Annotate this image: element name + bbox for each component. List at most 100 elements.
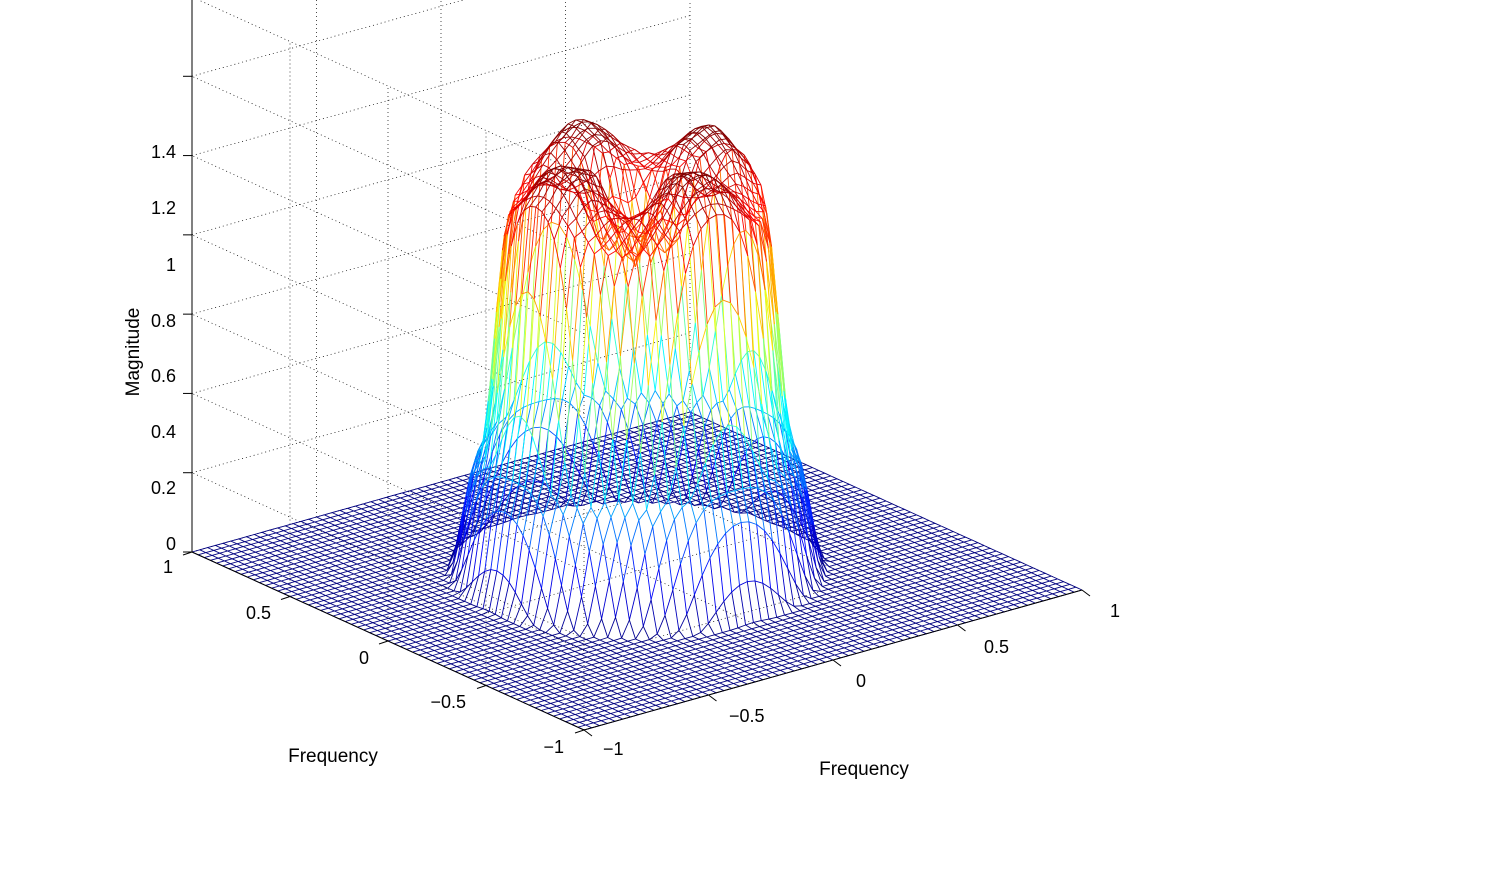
mesh-segment — [865, 560, 873, 564]
mesh-segment — [1037, 572, 1046, 576]
mesh-segment — [932, 570, 941, 574]
mesh-segment — [921, 585, 928, 589]
mesh-segment — [343, 538, 352, 542]
mesh-segment — [593, 217, 601, 222]
mesh-segment — [523, 465, 532, 469]
mesh-segment — [578, 492, 585, 497]
mesh-segment — [922, 517, 930, 521]
mesh-segment — [425, 526, 433, 530]
mesh-segment — [484, 379, 494, 457]
mesh-segment — [703, 495, 712, 499]
mesh-segment — [362, 546, 371, 550]
mesh-segment — [601, 232, 608, 245]
mesh-segment — [680, 481, 687, 486]
mesh-segment — [653, 256, 662, 336]
mesh-segment — [618, 434, 627, 438]
mesh-segment — [646, 500, 653, 504]
mesh-segment — [632, 436, 639, 441]
mesh-segment — [839, 511, 848, 515]
mesh-segment — [543, 182, 553, 187]
mesh-segment — [697, 137, 706, 145]
mesh-segment — [576, 495, 585, 499]
mesh-segment — [643, 165, 653, 169]
mesh-segment — [559, 501, 567, 508]
mesh-segment — [834, 568, 842, 573]
mesh-segment — [561, 479, 568, 483]
mesh-segment — [995, 571, 1004, 575]
mesh-segment — [438, 569, 447, 574]
grid-line — [191, 0, 465, 77]
mesh-segment — [834, 528, 841, 533]
mesh-segment — [440, 502, 449, 506]
mesh-segment — [902, 511, 911, 515]
mesh-segment — [1004, 588, 1011, 593]
mesh-segment — [664, 445, 671, 450]
mesh-segment — [851, 519, 858, 523]
mesh-segment — [564, 491, 571, 496]
mesh-segment — [664, 457, 673, 491]
mesh-segment — [288, 538, 295, 542]
mesh-segment — [213, 549, 220, 554]
mesh-segment — [850, 562, 859, 566]
mesh-segment — [344, 515, 353, 519]
mesh-segment — [931, 532, 938, 537]
mesh-segment — [374, 529, 383, 533]
mesh-segment — [391, 544, 398, 549]
mesh-segment — [643, 182, 651, 198]
mesh-segment — [512, 485, 520, 520]
mesh-segment — [392, 562, 400, 567]
mesh-segment — [533, 498, 542, 502]
mesh-segment — [604, 473, 613, 477]
mesh-segment — [256, 567, 265, 571]
mesh-segment — [699, 490, 707, 505]
mesh-segment — [877, 525, 884, 530]
mesh-segment — [878, 563, 887, 567]
mesh-segment — [792, 487, 800, 530]
mesh-segment — [326, 547, 335, 551]
mesh-segment — [571, 458, 580, 475]
mesh-segment — [350, 518, 359, 522]
mesh-segment — [692, 444, 701, 448]
mesh-segment — [258, 564, 265, 569]
mesh-segment — [285, 525, 292, 529]
mesh-segment — [644, 440, 653, 444]
mesh-segment — [645, 225, 655, 235]
mesh-segment — [761, 512, 769, 517]
mesh-segment — [398, 525, 405, 529]
mesh-segment — [913, 564, 921, 569]
mesh-segment — [474, 457, 481, 464]
mesh-segment — [862, 590, 871, 594]
mesh-segment — [563, 445, 573, 460]
mesh-segment — [944, 555, 952, 560]
mesh-segment — [863, 587, 871, 592]
mesh-segment — [478, 456, 486, 465]
mesh-segment — [628, 432, 638, 463]
mesh-segment — [665, 486, 672, 490]
mesh-segment — [393, 517, 401, 522]
mesh-segment — [345, 573, 355, 577]
mesh-segment — [705, 470, 713, 492]
mesh-segment — [845, 556, 853, 561]
mesh-segment — [336, 517, 345, 521]
mesh-segment — [666, 438, 675, 442]
mesh-segment — [966, 554, 974, 559]
mesh-segment — [412, 500, 421, 504]
mesh-segment — [889, 593, 897, 598]
mesh-segment — [414, 561, 421, 565]
mesh-segment — [654, 150, 663, 155]
mesh-segment — [591, 362, 599, 398]
mesh-segment — [349, 565, 356, 570]
mesh-segment — [931, 595, 939, 600]
mesh-segment — [836, 584, 845, 588]
mesh-segment — [416, 556, 423, 560]
mesh-segment — [513, 474, 521, 479]
mesh-segment — [918, 547, 927, 551]
mesh-segment — [840, 506, 849, 510]
mesh-segment — [737, 501, 744, 506]
mesh-segment — [250, 543, 258, 548]
mesh-segment — [586, 134, 595, 140]
mesh-segment — [355, 543, 364, 547]
mesh-segment — [913, 587, 920, 592]
mesh-segment — [640, 392, 650, 404]
mesh-segment — [382, 527, 391, 531]
